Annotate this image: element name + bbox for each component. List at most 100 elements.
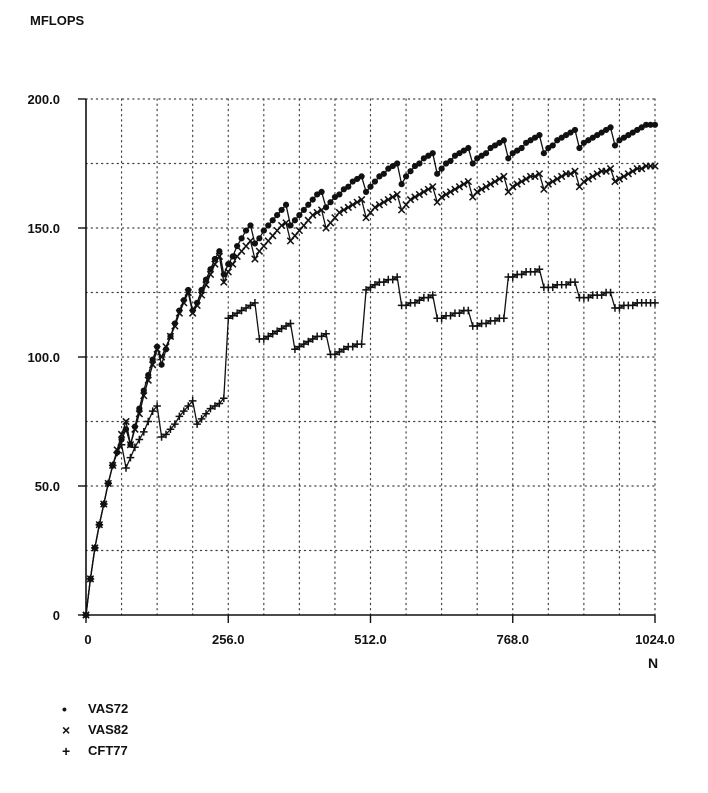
data-point-cft77 — [202, 409, 210, 418]
data-point-cft77 — [251, 299, 259, 307]
data-point-vas72 — [91, 544, 98, 552]
data-point-vas72 — [162, 346, 170, 353]
data-point-vas72 — [438, 165, 445, 172]
data-point-vas82 — [544, 180, 553, 188]
data-point-vas72 — [309, 196, 316, 203]
data-point-cft77 — [197, 415, 206, 423]
data-point-vas82 — [611, 177, 619, 186]
data-point-cft77 — [166, 425, 175, 434]
data-point-vas82 — [491, 177, 499, 186]
data-point-cft77 — [184, 402, 193, 410]
data-point-vas72 — [434, 170, 441, 177]
data-point-vas82 — [589, 172, 597, 181]
data-point-cft77 — [162, 430, 170, 439]
data-point-vas82 — [451, 185, 459, 194]
data-point-vas72 — [505, 155, 512, 162]
data-point-cft77 — [597, 291, 606, 299]
data-point-vas72 — [118, 436, 125, 443]
data-point-cft77 — [535, 265, 544, 274]
data-point-vas72 — [96, 521, 103, 528]
data-point-vas82 — [393, 190, 401, 199]
data-point-cft77 — [371, 280, 379, 289]
legend-marker-vas82: × — [62, 721, 71, 738]
data-point-vas82 — [117, 430, 126, 439]
data-point-cft77 — [193, 420, 201, 428]
data-point-vas72 — [345, 183, 352, 190]
data-point-vas72 — [536, 132, 543, 139]
data-point-cft77 — [531, 268, 539, 276]
y-tick-label: 0 — [53, 608, 60, 623]
data-point-cft77 — [517, 270, 526, 279]
data-point-cft77 — [273, 327, 281, 335]
data-point-vas82 — [202, 281, 210, 289]
data-point-vas72 — [234, 242, 241, 250]
x-tick-label: 256.0 — [212, 632, 245, 647]
data-point-vas82 — [517, 177, 526, 186]
data-point-vas72 — [140, 387, 147, 394]
data-point-vas82 — [455, 182, 464, 191]
data-point-vas82 — [371, 203, 379, 212]
data-point-vas82 — [277, 221, 286, 230]
data-point-cft77 — [508, 273, 517, 281]
data-point-vas82 — [531, 172, 539, 181]
data-point-vas72 — [127, 441, 134, 448]
data-point-cft77 — [215, 399, 224, 408]
data-point-vas72 — [87, 575, 94, 582]
data-point-vas72 — [109, 462, 116, 469]
data-point-vas72 — [380, 170, 387, 177]
data-point-cft77 — [282, 322, 290, 330]
data-point-cft77 — [211, 402, 219, 410]
data-point-cft77 — [335, 348, 344, 356]
data-point-cft77 — [584, 293, 593, 302]
data-point-cft77 — [357, 340, 366, 348]
data-point-vas72 — [518, 144, 525, 152]
data-point-cft77 — [424, 293, 433, 302]
data-point-vas72 — [447, 157, 454, 165]
data-point-vas82 — [637, 164, 646, 173]
grid-lines — [85, 98, 656, 616]
data-point-cft77 — [291, 345, 299, 354]
x-tick-label: 1024.0 — [635, 632, 675, 647]
data-point-cft77 — [126, 453, 135, 462]
data-point-cft77 — [246, 301, 255, 310]
data-point-vas72 — [131, 423, 138, 430]
data-point-vas72 — [318, 188, 325, 195]
data-point-vas72 — [238, 235, 245, 242]
data-point-cft77 — [153, 402, 161, 410]
legend-label-vas82: VAS82 — [88, 722, 129, 737]
data-point-vas82 — [415, 190, 424, 199]
data-point-vas82 — [406, 195, 415, 204]
data-point-cft77 — [237, 306, 246, 315]
data-point-cft77 — [348, 342, 357, 351]
y-tick-label: 100.0 — [27, 350, 60, 365]
data-point-vas82 — [464, 177, 473, 186]
data-point-cft77 — [260, 335, 268, 343]
data-point-vas72 — [429, 150, 436, 157]
data-point-vas82 — [220, 278, 228, 286]
data-point-vas72 — [282, 201, 290, 208]
data-point-vas72 — [278, 206, 285, 214]
data-point-vas72 — [207, 266, 214, 273]
tick-labels: 0 50.0 100.0 150.0 200.0 0 256.0 512.0 768.0 1024… — [27, 92, 674, 647]
data-point-vas72 — [362, 188, 370, 195]
data-point-cft77 — [446, 311, 455, 320]
data-point-vas72 — [407, 168, 414, 175]
data-point-vas82 — [495, 175, 504, 183]
data-point-vas82 — [620, 172, 628, 181]
data-point-vas72 — [260, 227, 267, 234]
data-point-vas72 — [198, 286, 205, 294]
legend-marker-vas72: • — [62, 700, 67, 717]
data-point-vas82 — [624, 170, 633, 178]
data-point-cft77 — [286, 319, 295, 328]
data-point-vas72 — [416, 160, 423, 167]
data-point-vas72 — [220, 271, 227, 278]
data-point-cft77 — [233, 309, 241, 317]
data-point-cft77 — [277, 324, 286, 333]
data-point-vas72 — [643, 121, 650, 128]
data-point-cft77 — [455, 309, 464, 317]
data-point-vas72 — [100, 500, 107, 508]
data-point-cft77 — [206, 404, 215, 413]
data-point-vas72 — [571, 126, 579, 134]
data-point-vas72 — [265, 222, 272, 229]
data-point-vas82 — [549, 177, 557, 186]
